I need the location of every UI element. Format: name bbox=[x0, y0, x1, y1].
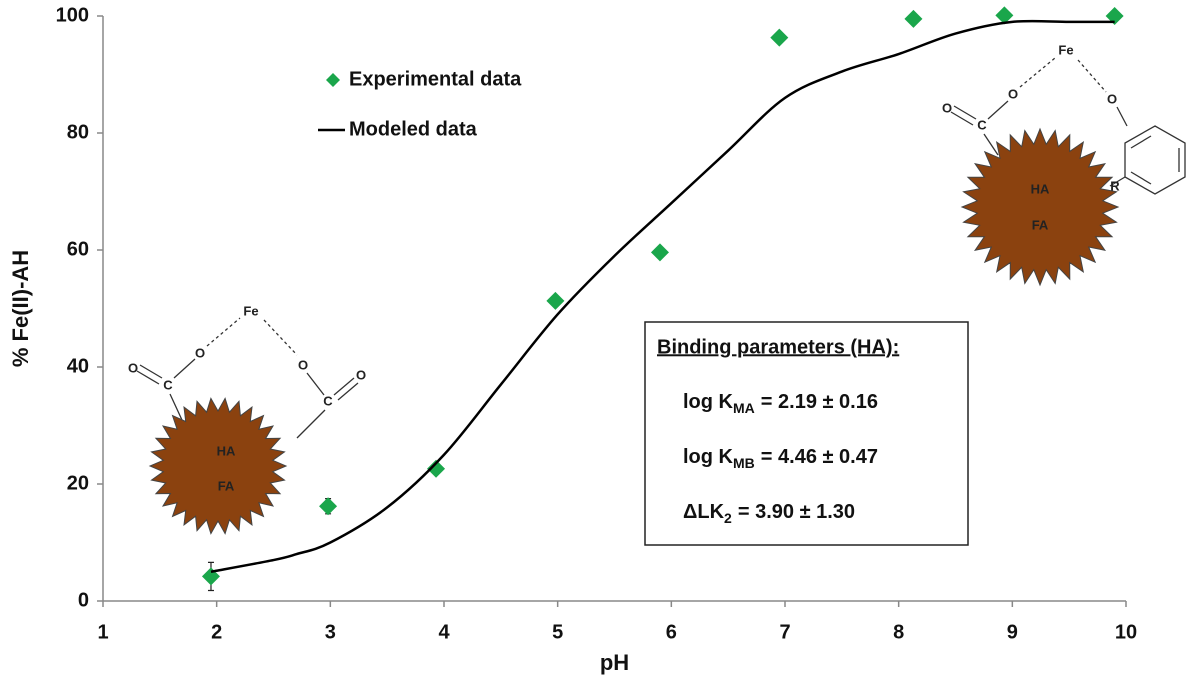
data-point bbox=[650, 243, 669, 262]
data-point bbox=[1105, 7, 1124, 25]
diagram-label: O bbox=[942, 100, 952, 115]
diagram-label: HA bbox=[217, 443, 236, 458]
y-tick-label: 60 bbox=[67, 238, 89, 260]
x-tick-label: 2 bbox=[211, 621, 222, 643]
humic-particle bbox=[148, 397, 288, 535]
diagram-label: FA bbox=[218, 478, 235, 493]
diagram-label: C bbox=[323, 393, 333, 408]
binding-text: ΔLK bbox=[683, 501, 725, 523]
x-axis-title: pH bbox=[600, 650, 629, 675]
binding-rest: = 3.90 ± 1.30 bbox=[738, 501, 855, 523]
binding-sub: 2 bbox=[724, 510, 732, 526]
diagram-label: O bbox=[128, 360, 138, 375]
x-tick-label: 5 bbox=[552, 621, 563, 643]
x-tick-label: 4 bbox=[438, 621, 450, 643]
x-tick-label: 10 bbox=[1115, 621, 1137, 643]
binding-text: log K bbox=[683, 391, 734, 413]
binding-rest: = 4.46 ± 0.47 bbox=[761, 446, 878, 468]
data-point bbox=[546, 291, 565, 310]
diagram-label: Fe bbox=[1058, 42, 1073, 57]
model-line bbox=[210, 19, 1115, 573]
diagram-label: O bbox=[1107, 91, 1117, 106]
x-tick-label: 9 bbox=[1007, 621, 1018, 643]
diagram-label: O bbox=[1008, 86, 1018, 101]
humic-particle bbox=[960, 127, 1120, 287]
binding-text: log K bbox=[683, 446, 734, 468]
y-axis-title: % Fe(II)-AH bbox=[8, 250, 33, 367]
binding-rest: = 2.19 ± 0.16 bbox=[761, 391, 878, 413]
x-tick-label: 7 bbox=[779, 621, 790, 643]
x-tick-label: 6 bbox=[666, 621, 677, 643]
binding-line: log KMB = 4.46 ± 0.47 bbox=[683, 446, 878, 470]
y-tick-label: 80 bbox=[67, 121, 89, 143]
legend-label: Modeled data bbox=[349, 118, 478, 140]
diagram-label: C bbox=[977, 117, 987, 132]
x-tick-label: 3 bbox=[325, 621, 336, 643]
binding-sub: MB bbox=[733, 455, 755, 471]
diagram-label: O bbox=[195, 345, 205, 360]
data-point bbox=[427, 459, 446, 478]
diagram-shapes bbox=[136, 57, 1186, 439]
y-tick-label: 20 bbox=[67, 472, 89, 494]
x-tick-label: 8 bbox=[893, 621, 904, 643]
binding-sub: MA bbox=[733, 400, 755, 416]
data-point bbox=[904, 9, 923, 28]
binding-line: ΔLK2 = 3.90 ± 1.30 bbox=[683, 501, 855, 525]
y-tick-label: 40 bbox=[67, 355, 89, 377]
data-point bbox=[770, 28, 789, 47]
y-tick-label: 100 bbox=[56, 4, 89, 26]
y-tick-label: 0 bbox=[78, 589, 89, 611]
diagram-label: C bbox=[163, 377, 173, 392]
diagram-label: R bbox=[1110, 178, 1120, 193]
data-point bbox=[319, 497, 338, 516]
data-point bbox=[995, 6, 1014, 25]
x-tick-label: 1 bbox=[97, 621, 108, 643]
binding-title: Binding parameters (HA): bbox=[657, 336, 899, 358]
diagram-label: O bbox=[356, 367, 366, 382]
diagram-label: O bbox=[298, 357, 308, 372]
legend-label: Experimental data bbox=[349, 68, 522, 90]
diagram-label: HA bbox=[1031, 181, 1050, 196]
binding-box bbox=[644, 321, 969, 546]
binding-line: log KMA = 2.19 ± 0.16 bbox=[683, 391, 878, 415]
legend-marker bbox=[326, 73, 340, 87]
diagram-label: FA bbox=[1032, 217, 1049, 232]
diagram-label: Fe bbox=[243, 303, 258, 318]
